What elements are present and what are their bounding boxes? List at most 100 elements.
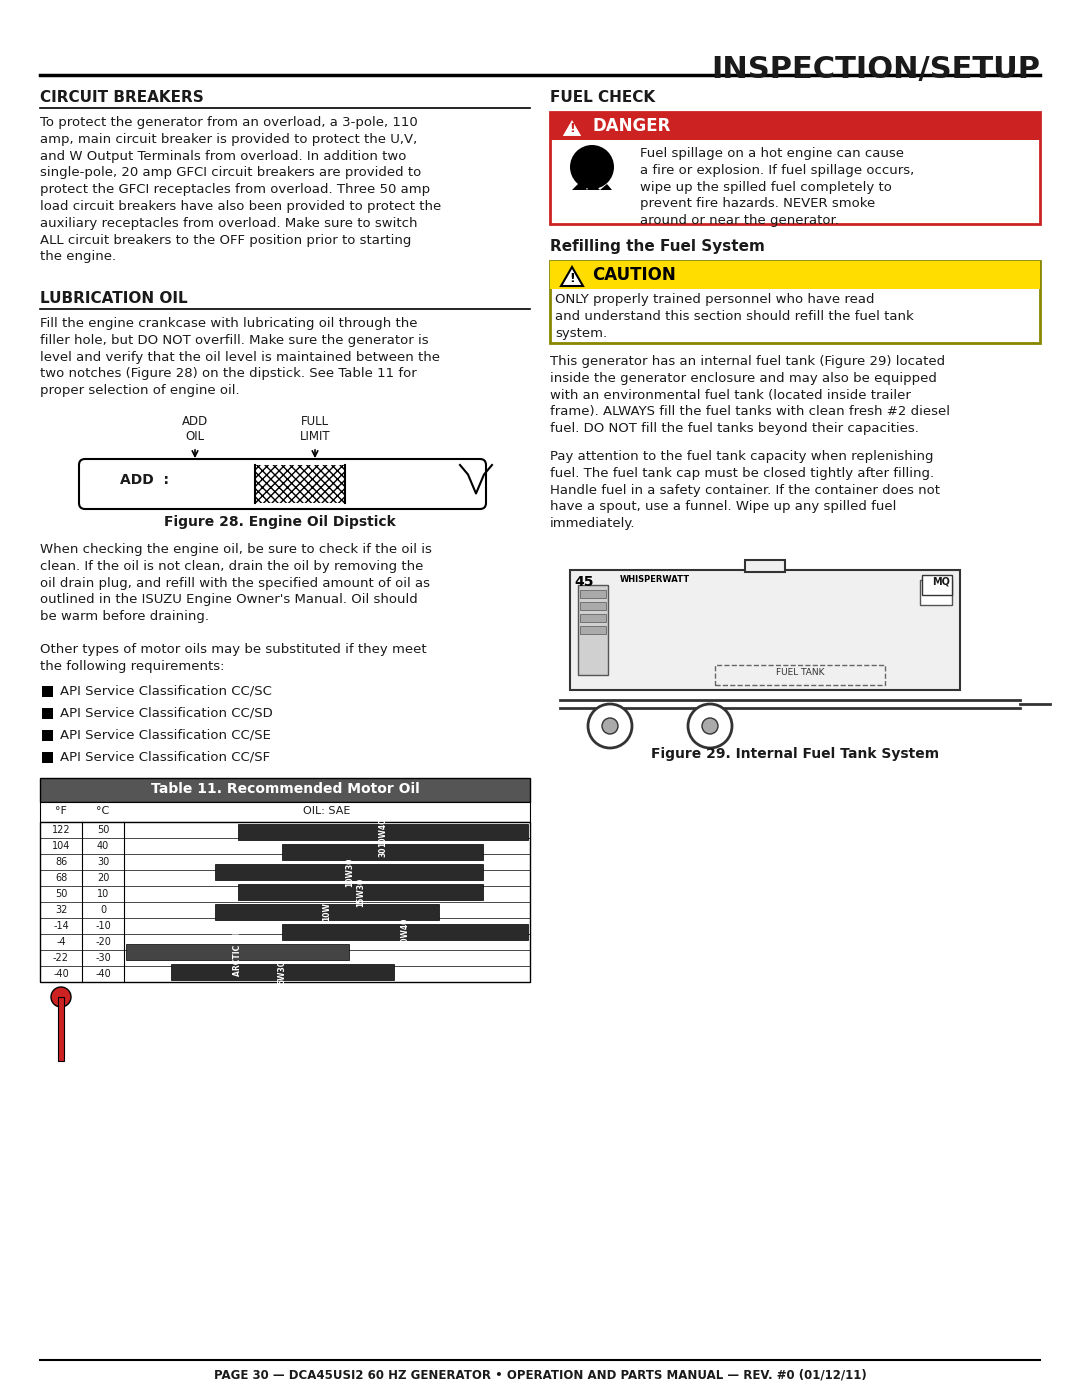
Text: When checking the engine oil, be sure to check if the oil is
clean. If the oil i: When checking the engine oil, be sure to… [40,543,432,623]
Bar [745,560,785,571]
Text: DANGER: DANGER [592,117,671,136]
Bar [922,576,951,595]
Text: -20: -20 [95,937,111,947]
Text: 86: 86 [55,856,67,868]
Text: OIL: SAE: OIL: SAE [303,806,351,816]
Text: 10W30: 10W30 [345,858,354,887]
Text: 10W40: 10W40 [378,817,388,847]
Bar [40,778,530,802]
Circle shape [688,704,732,747]
Text: 30: 30 [378,847,388,858]
Text: ADD  :: ADD : [120,474,168,488]
Polygon shape [572,180,612,190]
Text: Figure 29. Internal Fuel Tank System: Figure 29. Internal Fuel Tank System [651,747,940,761]
Bar [238,884,484,900]
Text: °C: °C [96,806,110,816]
Bar [570,570,960,690]
Text: 20W40: 20W40 [401,918,409,947]
Text: Table 11. Recommended Motor Oil: Table 11. Recommended Motor Oil [150,782,419,796]
Text: Figure 28. Engine Oil Dipstick: Figure 28. Engine Oil Dipstick [164,515,396,529]
Circle shape [570,145,615,189]
Text: 20: 20 [97,873,109,883]
Text: -10: -10 [95,921,111,930]
Bar [550,261,1040,344]
Text: CAUTION: CAUTION [592,265,676,284]
Text: -40: -40 [95,970,111,979]
Bar [715,665,885,685]
Text: 5W30: 5W30 [278,960,287,983]
Text: FUEL CHECK: FUEL CHECK [550,89,656,105]
Text: FULL
LIMIT: FULL LIMIT [299,415,330,443]
Bar [580,602,606,610]
Bar [215,904,438,921]
Text: Fill the engine crankcase with lubricating oil through the
filler hole, but DO N: Fill the engine crankcase with lubricati… [40,317,440,397]
Bar [580,590,606,598]
Text: ADD
OIL: ADD OIL [181,415,208,443]
Text: Other types of motor oils may be substituted if they meet
the following requirem: Other types of motor oils may be substit… [40,643,427,673]
Text: API Service Classification CC/SC: API Service Classification CC/SC [60,685,272,698]
Bar [282,844,484,861]
Text: -22: -22 [53,953,69,963]
Polygon shape [561,267,583,286]
Text: 10: 10 [97,888,109,900]
Bar [42,708,53,719]
FancyBboxPatch shape [79,460,486,509]
Text: ARCTIC OIL: ARCTIC OIL [233,928,242,977]
Text: -4: -4 [56,937,66,947]
Bar [282,923,528,940]
Bar [550,112,1040,140]
Bar [550,261,1040,289]
Text: 32: 32 [55,905,67,915]
Text: !: ! [569,271,575,285]
Bar [40,821,530,982]
Text: -40: -40 [53,970,69,979]
Text: API Service Classification CC/SD: API Service Classification CC/SD [60,707,273,719]
Circle shape [51,988,71,1007]
Text: 15W30: 15W30 [356,877,365,907]
Text: API Service Classification CC/SF: API Service Classification CC/SF [60,752,270,764]
Polygon shape [561,117,583,137]
Text: Fuel spillage on a hot engine can cause
a fire or explosion. If fuel spillage oc: Fuel spillage on a hot engine can cause … [640,147,915,228]
Text: 104: 104 [52,841,70,851]
Text: To protect the generator from an overload, a 3-pole, 110
amp, main circuit break: To protect the generator from an overloa… [40,116,442,264]
Bar [58,997,64,1060]
Text: -14: -14 [53,921,69,930]
Text: 30: 30 [97,856,109,868]
Text: WHISPERWATT: WHISPERWATT [620,576,690,584]
Bar [550,112,1040,224]
Text: FUEL TANK: FUEL TANK [775,668,824,678]
Bar [578,585,608,675]
Text: MQ: MQ [932,577,950,587]
Bar [215,863,484,880]
Bar [920,580,951,605]
Bar [42,686,53,697]
Text: 68: 68 [55,873,67,883]
Text: °F: °F [55,806,67,816]
Text: INSPECTION/SETUP: INSPECTION/SETUP [711,54,1040,84]
Text: 10W: 10W [323,902,332,922]
Text: 40: 40 [97,841,109,851]
Bar [238,824,528,840]
Circle shape [588,704,632,747]
Text: PAGE 30 — DCA45USI2 60 HZ GENERATOR • OPERATION AND PARTS MANUAL — REV. #0 (01/1: PAGE 30 — DCA45USI2 60 HZ GENERATOR • OP… [214,1368,866,1382]
Text: Refilling the Fuel System: Refilling the Fuel System [550,239,765,254]
Text: 45: 45 [573,576,594,590]
Bar [42,752,53,763]
Text: LUBRICATION OIL: LUBRICATION OIL [40,291,188,306]
Bar [40,802,530,821]
Text: !: ! [569,123,575,136]
Text: CIRCUIT BREAKERS: CIRCUIT BREAKERS [40,89,204,105]
Text: 50: 50 [55,888,67,900]
Bar [580,626,606,634]
Text: 122: 122 [52,826,70,835]
Text: ONLY properly trained personnel who have read
and understand this section should: ONLY properly trained personnel who have… [555,293,914,339]
Bar [171,964,394,981]
Text: API Service Classification CC/SE: API Service Classification CC/SE [60,729,271,742]
Bar [42,731,53,740]
Bar [126,944,349,960]
Text: This generator has an internal fuel tank (Figure 29) located
inside the generato: This generator has an internal fuel tank… [550,355,950,436]
Bar [580,615,606,622]
Text: Pay attention to the fuel tank capacity when replenishing
fuel. The fuel tank ca: Pay attention to the fuel tank capacity … [550,450,940,531]
Bar [255,465,345,503]
Circle shape [602,718,618,733]
